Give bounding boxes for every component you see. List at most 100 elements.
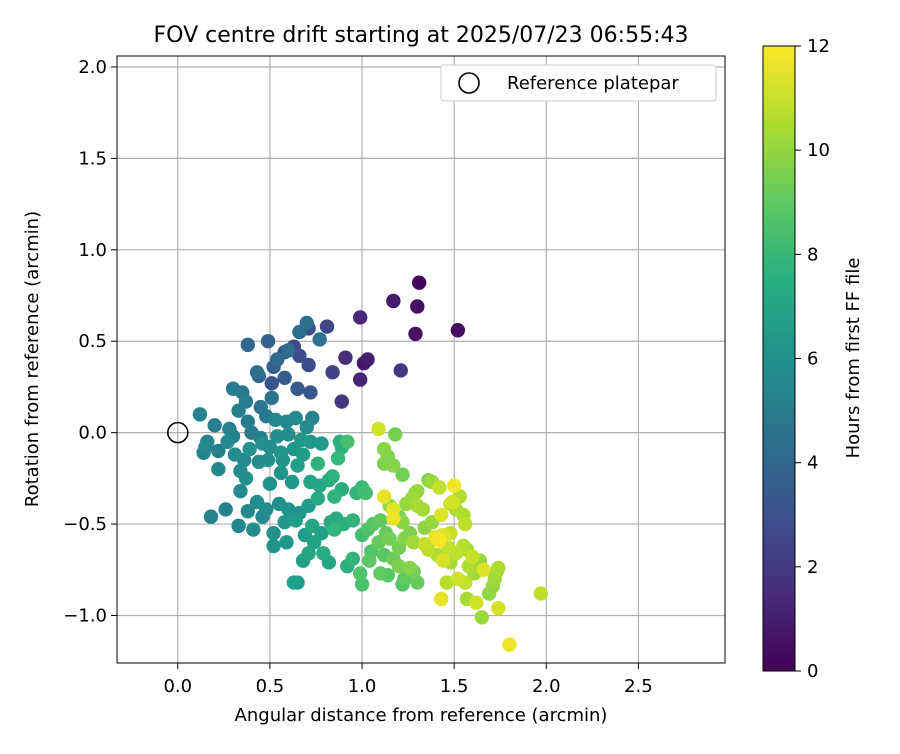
- data-point: [266, 525, 281, 541]
- data-point: [207, 418, 222, 433]
- x-tick-label: 0.0: [163, 676, 192, 697]
- data-point: [277, 370, 292, 385]
- data-point: [264, 390, 279, 406]
- colorbar-tick-label: 12: [807, 36, 830, 57]
- data-point: [439, 575, 454, 590]
- colorbar-tick-label: 10: [807, 140, 830, 161]
- data-point: [240, 414, 256, 429]
- colorbar: 0 2 4 6 8 10 12 Hours from first FF file: [762, 36, 864, 682]
- data-point: [268, 412, 283, 428]
- data-point: [259, 502, 274, 517]
- legend-box: [440, 64, 717, 102]
- data-point: [395, 467, 410, 482]
- data-point: [434, 507, 449, 523]
- data-point: [376, 489, 392, 504]
- data-point: [310, 491, 326, 506]
- colorbar-gradient: [762, 45, 796, 672]
- colorbar-tick-label: 4: [807, 453, 818, 474]
- data-point: [262, 476, 278, 492]
- data-point: [225, 381, 241, 396]
- data-point: [279, 535, 294, 550]
- data-point: [281, 502, 296, 517]
- colorbar-tick-label: 0: [807, 661, 818, 682]
- data-point: [450, 571, 466, 587]
- data-point: [382, 531, 397, 546]
- colorbar-tick-label: 8: [807, 244, 818, 265]
- data-point: [290, 381, 305, 396]
- data-point: [299, 315, 314, 331]
- data-point: [273, 445, 289, 460]
- data-point: [476, 562, 491, 577]
- data-point: [246, 522, 261, 537]
- data-point: [450, 323, 466, 338]
- data-point: [198, 440, 213, 455]
- data-point: [290, 458, 305, 473]
- data-point: [330, 451, 346, 466]
- data-point: [434, 591, 449, 607]
- data-point: [386, 511, 401, 526]
- chart-title: FOV centre drift starting at 2025/07/23 …: [154, 23, 689, 48]
- data-point: [417, 536, 432, 552]
- data-point: [373, 566, 388, 581]
- data-point: [220, 434, 235, 449]
- data-point: [432, 533, 447, 548]
- data-point: [281, 427, 296, 442]
- y-tick-label: 1.5: [78, 148, 107, 169]
- data-point: [465, 549, 480, 565]
- data-point: [314, 436, 329, 451]
- data-point: [376, 441, 392, 457]
- data-point: [270, 429, 285, 444]
- data-point: [211, 461, 226, 477]
- data-point: [411, 275, 427, 290]
- data-point: [432, 480, 447, 495]
- data-point: [371, 421, 386, 437]
- data-point: [312, 332, 327, 347]
- data-point: [327, 522, 342, 537]
- data-point: [410, 575, 425, 590]
- data-point: [295, 447, 311, 462]
- y-axis-label: Rotation from reference (arcmin): [22, 211, 43, 507]
- data-point: [391, 558, 407, 574]
- data-point: [338, 350, 353, 365]
- data-point: [240, 504, 256, 519]
- x-tick-label: 1.0: [348, 676, 377, 697]
- data-point: [402, 560, 418, 576]
- data-point: [222, 421, 237, 437]
- data-point: [325, 365, 340, 380]
- data-point: [277, 515, 292, 530]
- y-tick-label: −0.5: [63, 514, 107, 535]
- data-point: [410, 498, 425, 513]
- data-point: [487, 571, 502, 587]
- data-point: [303, 385, 318, 400]
- data-point: [319, 319, 335, 334]
- data-point: [231, 403, 246, 418]
- data-point: [211, 443, 226, 459]
- y-tick-label: 0.5: [78, 331, 107, 352]
- data-point: [306, 535, 322, 550]
- colorbar-tick-label: 6: [807, 349, 818, 370]
- data-point: [292, 348, 307, 364]
- colorbar-ticks: 0 2 4 6 8 10 12: [795, 36, 830, 682]
- y-tick-label: 2.0: [78, 57, 107, 78]
- data-point: [301, 357, 316, 373]
- data-point: [301, 546, 316, 561]
- data-point: [284, 474, 300, 490]
- data-point: [270, 352, 285, 367]
- legend: Reference platepar: [440, 64, 717, 102]
- data-point: [340, 434, 355, 449]
- data-point: [502, 637, 517, 652]
- data-point: [325, 469, 340, 484]
- data-point: [273, 465, 289, 481]
- data-point: [406, 535, 421, 550]
- data-point: [218, 502, 233, 517]
- data-point: [386, 293, 401, 309]
- data-point: [388, 427, 403, 442]
- data-point: [281, 343, 296, 358]
- data-point: [491, 600, 506, 616]
- data-point: [264, 376, 279, 391]
- data-point: [345, 551, 361, 566]
- plot-area-frame: [116, 55, 726, 664]
- data-point: [474, 610, 489, 625]
- data-point: [334, 394, 349, 409]
